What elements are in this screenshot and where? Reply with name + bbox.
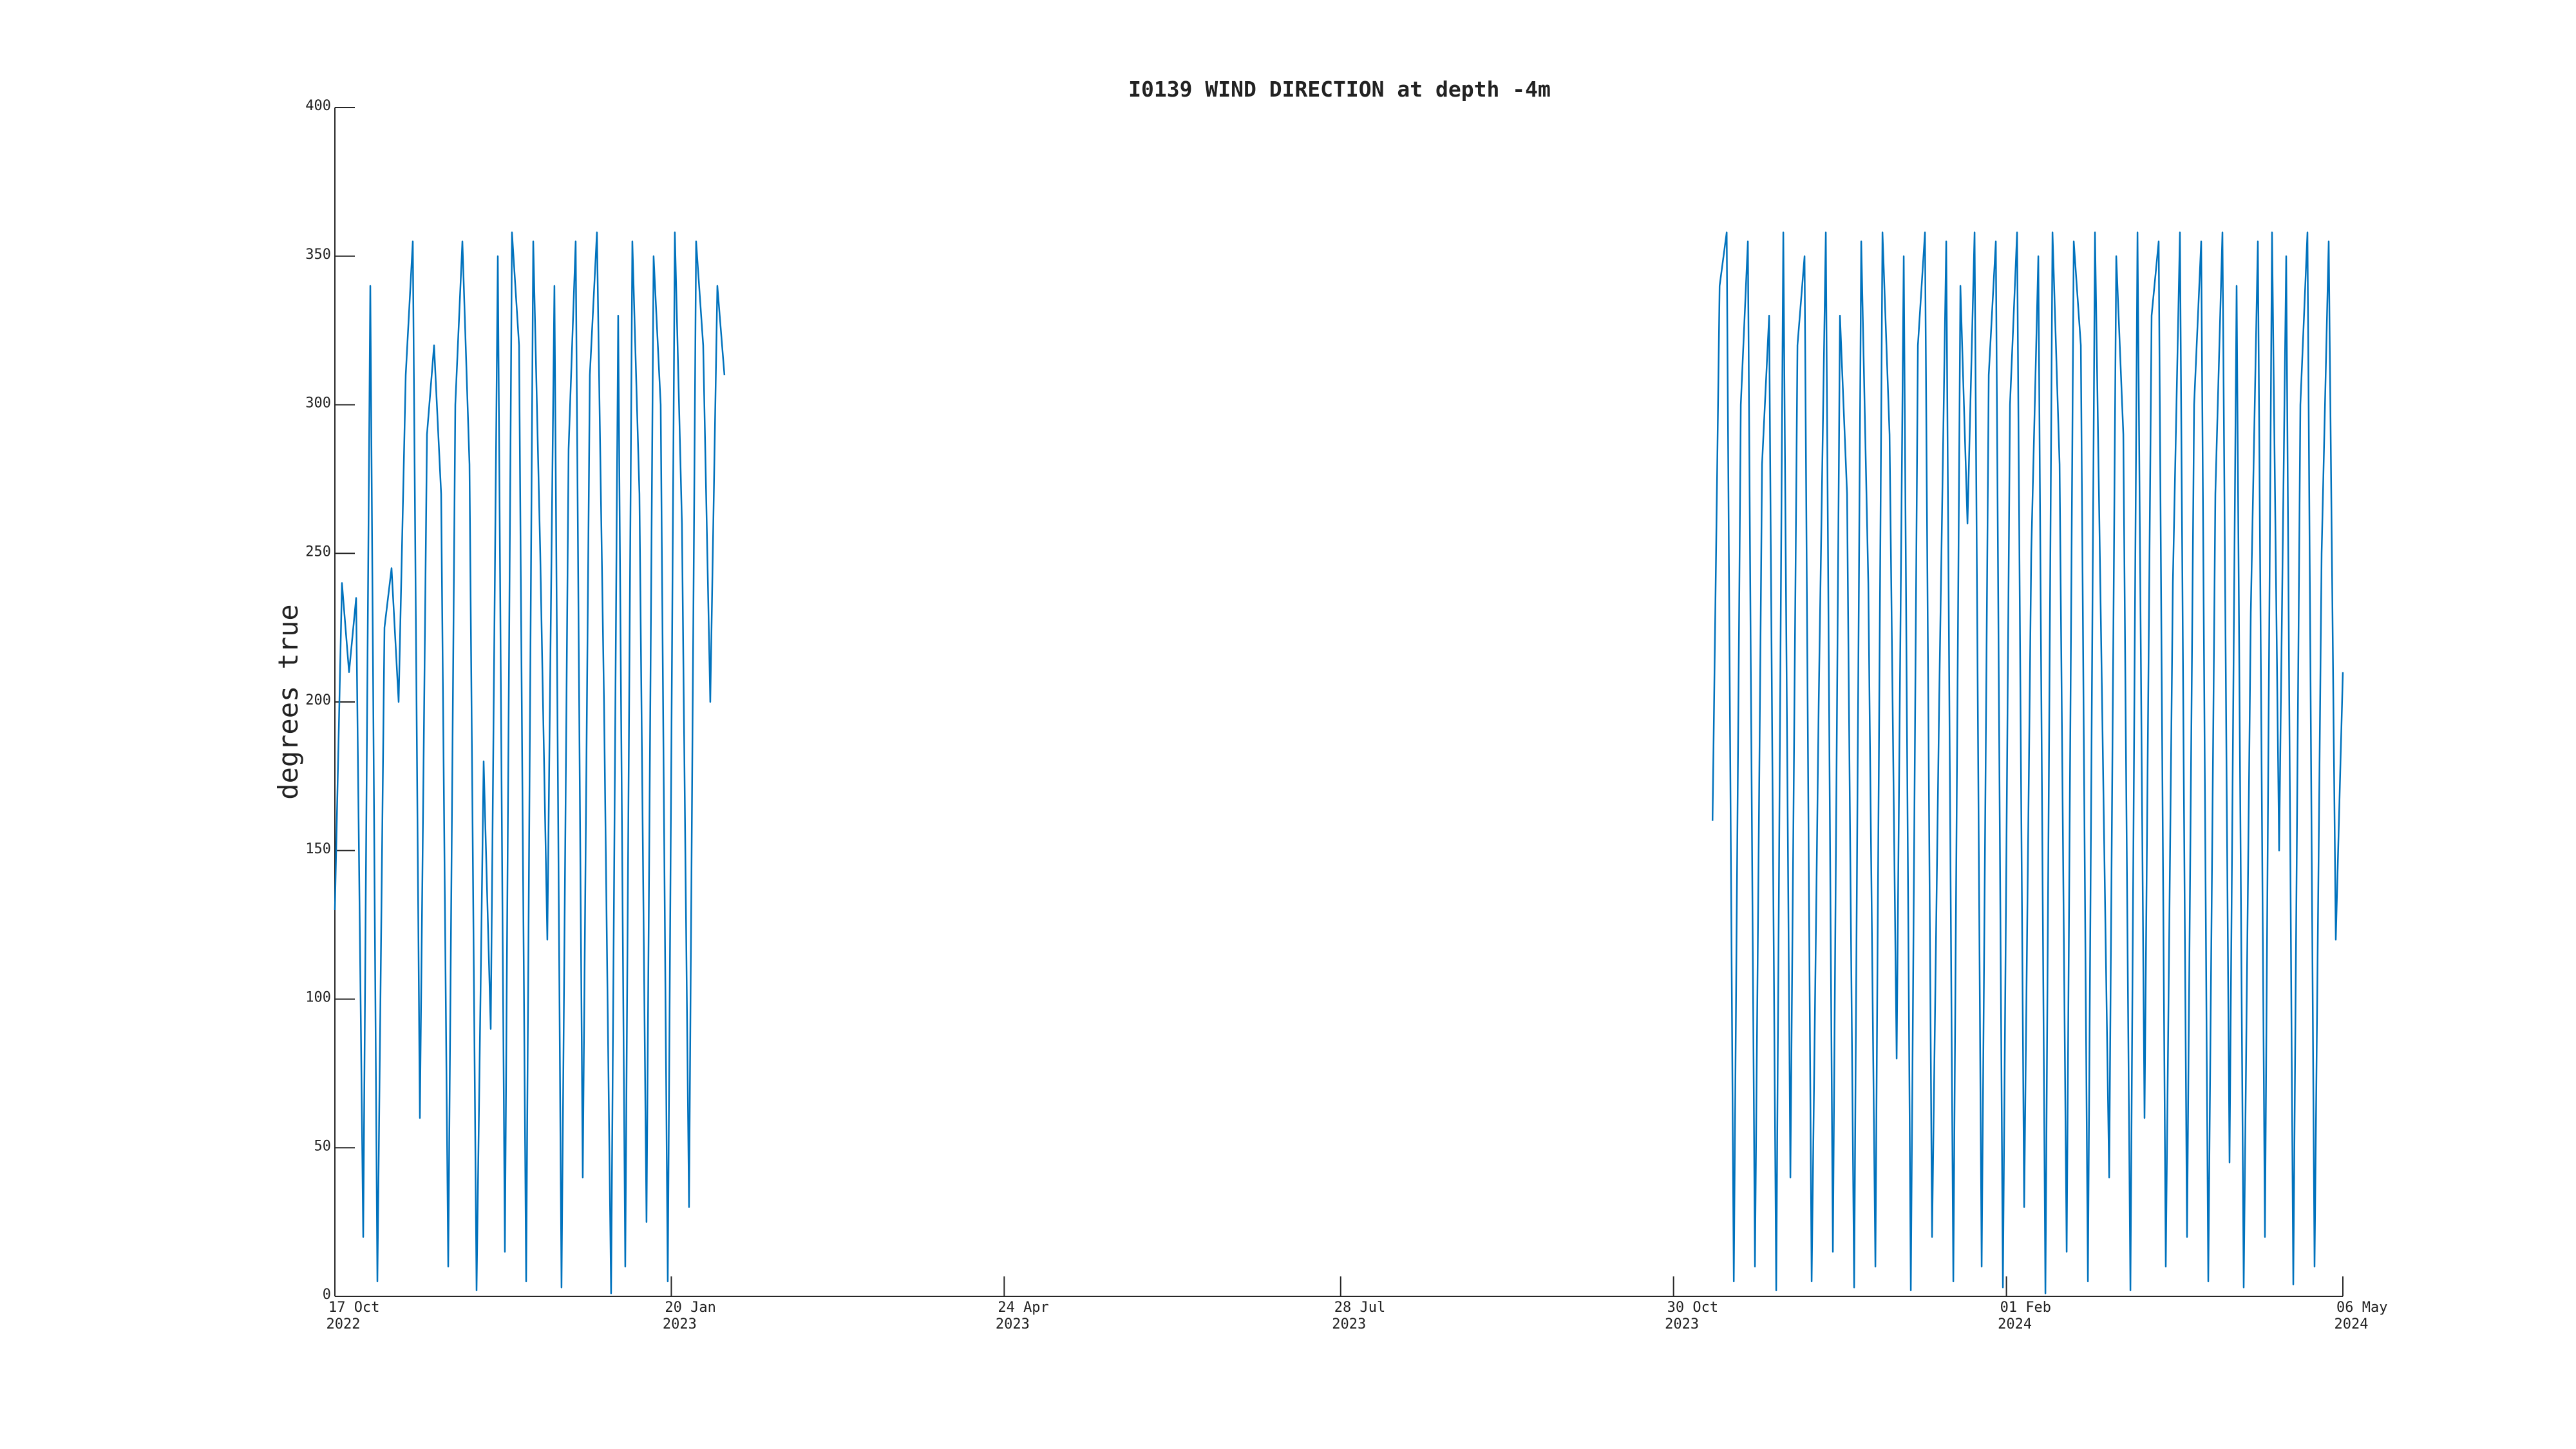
x-tick-label: 2022 (327, 1316, 361, 1332)
y-tick-label: 300 (305, 395, 331, 412)
x-tick-label: 06 May (2336, 1300, 2387, 1316)
x-tick-label: 2023 (1332, 1316, 1366, 1332)
x-tick-label: 2023 (1665, 1316, 1699, 1332)
y-tick-label: 100 (305, 990, 331, 1006)
x-tick-label: 2023 (663, 1316, 697, 1332)
x-tick-label: 24 Apr (998, 1300, 1048, 1316)
y-tick-label: 200 (305, 692, 331, 708)
chart-title: I0139 WIND DIRECTION at depth -4m (1128, 77, 1551, 102)
y-tick-label: 350 (305, 247, 331, 263)
data-line (334, 231, 2344, 1294)
y-tick-label: 150 (305, 841, 331, 857)
x-tick-label: 30 Oct (1667, 1300, 1718, 1316)
x-tick-label: 28 Jul (1334, 1300, 1385, 1316)
x-tick-label: 01 Feb (2000, 1300, 2051, 1316)
y-tick-label: 0 (323, 1287, 331, 1303)
x-tick-label: 2024 (1998, 1316, 2032, 1332)
y-tick-label: 250 (305, 544, 331, 560)
x-tick-label: 20 Jan (665, 1300, 715, 1316)
x-tick-label: 17 Oct (328, 1300, 379, 1316)
x-tick-label: 2024 (2334, 1316, 2369, 1332)
x-tick-label: 2023 (996, 1316, 1030, 1332)
y-tick-label: 50 (314, 1138, 332, 1154)
y-axis-label: degrees true (272, 604, 304, 799)
y-tick-label: 400 (305, 98, 331, 114)
